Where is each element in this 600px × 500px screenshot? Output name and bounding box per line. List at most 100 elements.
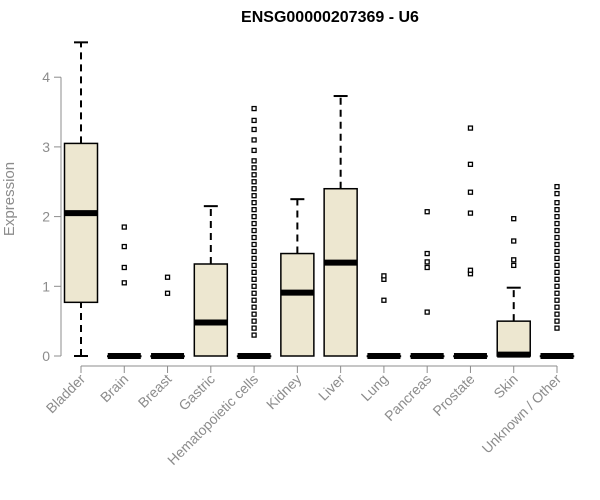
outlier-point [511, 216, 517, 222]
outlier-point [554, 269, 560, 276]
outlier-point [251, 304, 257, 310]
box-skin [496, 216, 531, 358]
outlier-point [251, 137, 257, 143]
x-tick-label: Bladder [43, 371, 89, 417]
outlier-point [554, 255, 560, 262]
outlier-point [554, 220, 560, 227]
outlier-point [121, 224, 127, 230]
outlier-point [251, 255, 257, 262]
outlier-point [554, 234, 560, 241]
outlier-point [164, 274, 171, 280]
y-tick-label: 2 [42, 209, 50, 225]
x-tick-label: Brain [97, 371, 131, 405]
boxes-layer [63, 41, 575, 359]
outlier-point [554, 213, 560, 220]
outlier-point [164, 290, 171, 296]
box-brain [107, 224, 142, 359]
outlier-point [251, 262, 257, 269]
outlier-point [467, 210, 474, 216]
outlier-point [251, 311, 257, 317]
outlier-point [251, 227, 257, 234]
outlier-point [121, 264, 127, 271]
y-axis-label: Expression [1, 162, 18, 236]
y-tick-label: 1 [42, 278, 50, 294]
x-tick-label: Kidney [263, 371, 305, 413]
box-prostate [453, 125, 488, 359]
outlier-point [467, 189, 474, 195]
box-lung [366, 273, 402, 359]
outlier-point [121, 280, 127, 286]
outlier-point [467, 267, 474, 273]
outlier-point [251, 105, 257, 112]
outlier-point [251, 117, 257, 124]
box-gastric [193, 205, 229, 357]
outlier-point [381, 297, 387, 303]
outlier-point [554, 304, 560, 310]
outlier-point [251, 283, 257, 289]
outlier-point [251, 193, 257, 199]
outlier-point [424, 209, 430, 215]
box-breast [150, 274, 185, 359]
box-liver [323, 95, 358, 357]
outlier-point [251, 158, 257, 164]
outlier-point [251, 297, 257, 303]
outlier-point [554, 206, 560, 213]
box-kidney [280, 198, 315, 357]
outlier-point [251, 165, 257, 171]
box-iqr [193, 263, 229, 357]
outlier-point [251, 206, 257, 213]
box-iqr [63, 142, 99, 304]
outlier-point [554, 290, 560, 296]
x-tick-label: Liver [315, 371, 348, 404]
outlier-point [251, 241, 257, 248]
x-tick-label: Breast [135, 371, 175, 411]
outlier-point [251, 318, 257, 324]
outlier-point [251, 200, 257, 206]
y-tick-label: 3 [42, 139, 50, 155]
outlier-point [251, 220, 257, 227]
outlier-point [554, 318, 560, 324]
box-iqr [496, 320, 531, 357]
outlier-point [554, 183, 560, 190]
x-tick-label: Prostate [429, 371, 477, 419]
x-tick-label: Gastric [175, 371, 218, 414]
outlier-point [554, 297, 560, 303]
outlier-point [251, 213, 257, 220]
x-tick-label: Skin [490, 371, 521, 402]
outlier-point [554, 248, 560, 255]
outlier-point [424, 309, 430, 315]
outlier-point [424, 250, 430, 257]
outlier-point [121, 243, 127, 250]
outlier-point [554, 276, 560, 282]
outlier-point [251, 248, 257, 255]
outlier-point [554, 325, 560, 331]
outlier-point [511, 262, 517, 269]
outlier-point [554, 262, 560, 269]
box-bladder [63, 41, 99, 357]
outlier-point [251, 325, 257, 331]
outlier-point [251, 179, 257, 185]
outlier-point [554, 283, 560, 289]
box-pancreas [409, 209, 445, 359]
box-hematopoietic-cells [236, 105, 272, 359]
outlier-point [554, 241, 560, 248]
outlier-point [511, 257, 517, 263]
outlier-point [554, 200, 560, 206]
outlier-point [467, 161, 474, 167]
chart-title: ENSG00000207369 - U6 [241, 9, 419, 26]
outlier-point [554, 227, 560, 234]
x-tick-label: Pancreas [381, 371, 434, 424]
y-tick-label: 4 [42, 69, 50, 85]
outlier-point [251, 126, 257, 133]
x-tick-label: Unknown / Other [479, 371, 565, 457]
outlier-point [251, 276, 257, 282]
outlier-point [251, 172, 257, 178]
outlier-point [251, 332, 257, 338]
outlier-point [251, 186, 257, 192]
outlier-point [424, 264, 430, 271]
x-tick-label: Lung [358, 371, 391, 404]
outlier-point [381, 273, 387, 279]
outlier-point [424, 259, 430, 265]
